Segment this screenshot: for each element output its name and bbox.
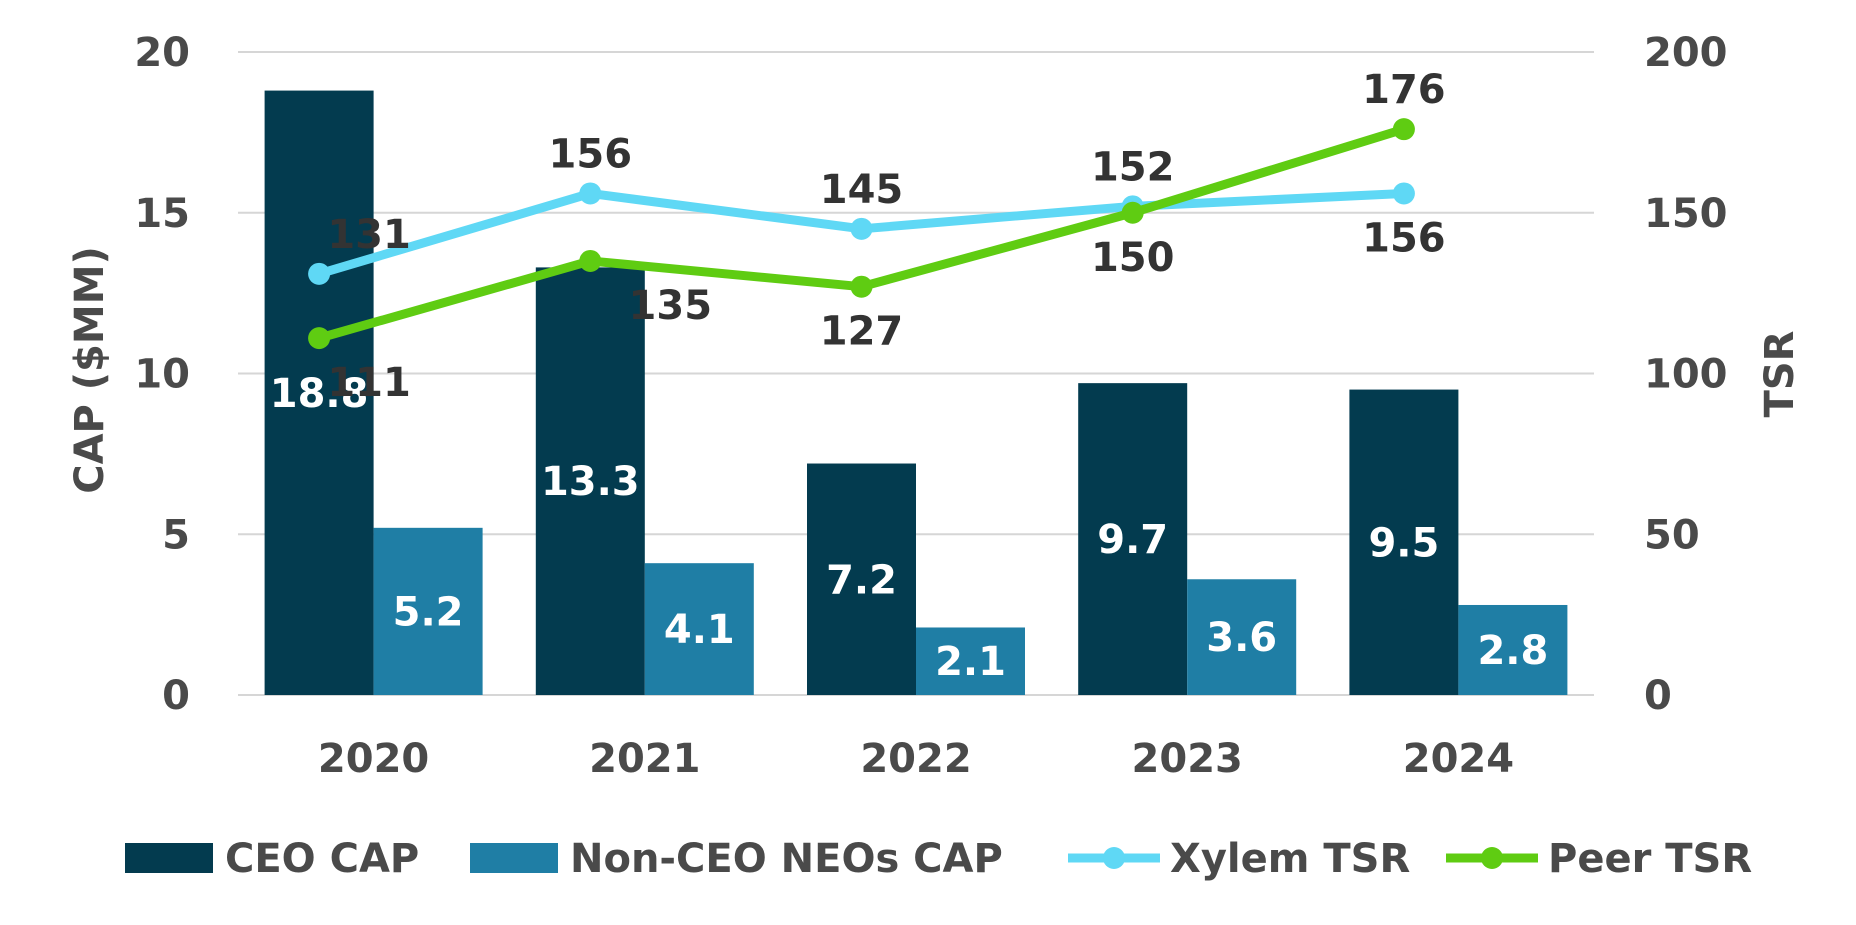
line-point: [308, 262, 331, 285]
bar-data-label: 9.5: [1368, 520, 1439, 566]
bars: [264, 90, 1568, 695]
line-data-label: 176: [1362, 67, 1446, 113]
legend-item: Non-CEO NEOs CAP: [470, 836, 1003, 882]
line-data-label: 135: [629, 283, 713, 329]
y-tick-label: 15: [134, 191, 190, 237]
legend-marker: [1481, 847, 1503, 869]
lines: [308, 118, 1415, 350]
bar: [916, 627, 1025, 695]
line-data-label: 156: [1362, 215, 1446, 261]
y2-tick-label: 150: [1644, 191, 1728, 237]
legend-marker: [1103, 847, 1125, 869]
bar: [807, 463, 916, 695]
bar: [1458, 604, 1568, 695]
bar: [535, 267, 645, 695]
legend-label: CEO CAP: [225, 836, 419, 882]
bar: [1187, 579, 1297, 695]
bar: [1349, 389, 1459, 695]
bar-data-label: 4.1: [664, 607, 735, 653]
line-point: [579, 182, 602, 205]
bar-data-label: 7.2: [826, 557, 897, 603]
line-point: [308, 327, 331, 350]
legend-item: Xylem TSR: [1068, 836, 1410, 882]
line-data-label: 111: [327, 360, 411, 406]
legend-label: Non-CEO NEOs CAP: [570, 836, 1003, 882]
x-tick-label: 2021: [589, 736, 700, 782]
legend-item: Peer TSR: [1446, 836, 1752, 882]
bar: [264, 90, 374, 695]
legend-item: CEO CAP: [125, 836, 419, 882]
y2-tick-label: 100: [1644, 352, 1728, 398]
bar: [1078, 383, 1188, 695]
bar-data-label: 9.7: [1097, 517, 1168, 563]
legend-swatch: [125, 843, 213, 873]
line-point: [1392, 182, 1415, 205]
x-tick-label: 2024: [1403, 736, 1514, 782]
legend: CEO CAP Non-CEO NEOs CAP Xylem TSR Peer TSR: [125, 836, 1752, 882]
y-tick-label: 0: [162, 673, 190, 719]
y2-tick-label: 200: [1644, 30, 1728, 76]
line-data-label: 150: [1091, 235, 1175, 281]
line-data-label: 131: [327, 212, 411, 258]
line-data-label: 152: [1091, 144, 1175, 190]
line-data-label: 156: [549, 131, 633, 177]
bar-data-label: 3.6: [1206, 615, 1277, 661]
y-axis-title: CAP ($MM): [67, 246, 113, 494]
line-data-label: 145: [820, 167, 904, 213]
y-tick-label: 10: [134, 352, 190, 398]
data-labels: 18.8 13.3 7.2 9.7 9.5 5.2 4.1 2.1 3.6 2.8 131 111 15…: [270, 67, 1549, 685]
bar-data-label: 18.8: [270, 371, 369, 417]
y2-tick-label: 50: [1644, 512, 1700, 558]
line-point: [1121, 201, 1144, 224]
bar-data-label: 2.1: [935, 639, 1006, 685]
bar-data-label: 13.3: [541, 459, 640, 505]
x-tick-label: 2022: [860, 736, 971, 782]
bar-data-label: 2.8: [1477, 628, 1548, 674]
bar: [373, 527, 483, 695]
bar: [644, 563, 754, 695]
y-tick-label: 5: [162, 512, 190, 558]
line-data-label: 127: [820, 309, 904, 355]
y2-tick-label: 0: [1644, 673, 1672, 719]
line-point: [1392, 118, 1415, 141]
y2-axis-title: TSR: [1757, 331, 1803, 418]
legend-label: Peer TSR: [1548, 836, 1752, 882]
line-point: [579, 249, 602, 272]
legend-label: Xylem TSR: [1170, 836, 1410, 882]
y-tick-label: 20: [134, 30, 190, 76]
x-tick-label: 2020: [318, 736, 429, 782]
legend-swatch: [470, 843, 558, 873]
line-point: [850, 217, 873, 240]
line-point: [850, 275, 873, 298]
bar-data-label: 5.2: [393, 589, 464, 635]
x-tick-label: 2023: [1132, 736, 1243, 782]
